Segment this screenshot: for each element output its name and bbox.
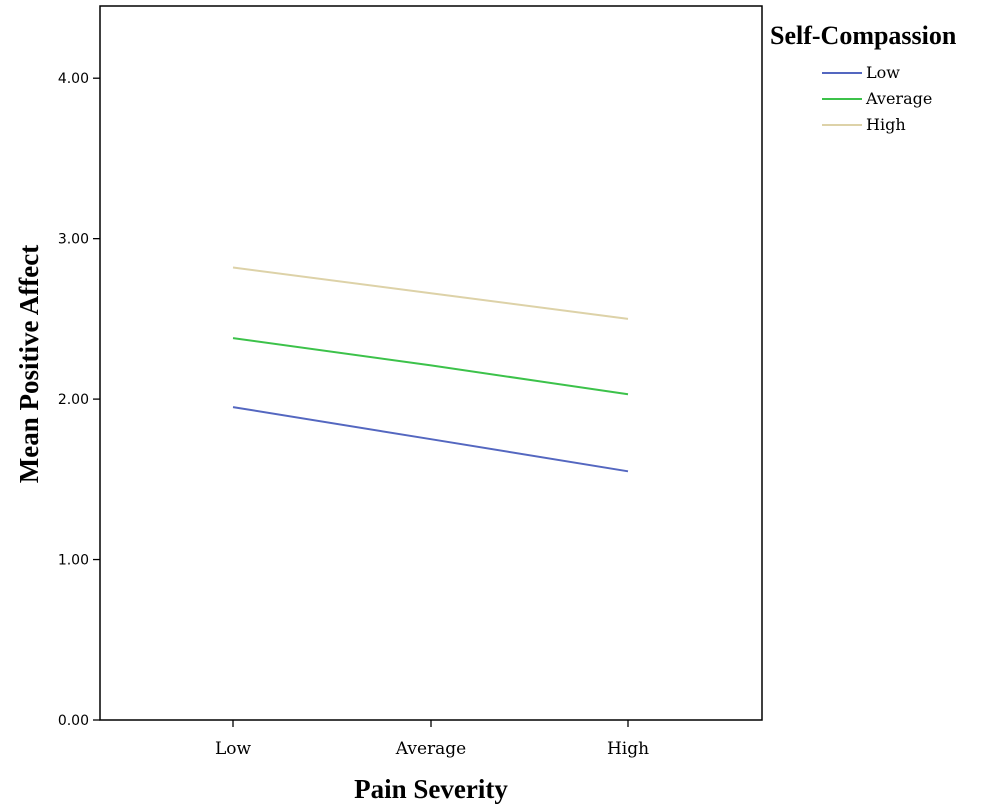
y-tick-label: 3.00	[58, 232, 89, 248]
legend-title: Self-Compassion	[770, 21, 957, 50]
legend-label-low: Low	[866, 63, 900, 82]
x-axis: Low Average High	[215, 720, 649, 759]
series-line-low	[232, 406, 629, 473]
plot-border	[99, 5, 763, 721]
x-tick-label: Low	[215, 739, 252, 759]
legend: Self-Compassion Low Average High	[770, 21, 957, 134]
y-axis-title: Mean Positive Affect	[14, 245, 44, 483]
series-line-average	[232, 337, 629, 396]
legend-label-average: Average	[865, 89, 932, 108]
x-tick-label: Average	[395, 739, 466, 759]
x-axis-title: Pain Severity	[354, 774, 508, 804]
y-tick-label: 2.00	[58, 392, 89, 408]
y-tick-label: 4.00	[58, 71, 89, 87]
y-tick-label: 0.00	[58, 713, 89, 729]
series-line-high	[232, 266, 629, 320]
y-tick-label: 1.00	[58, 553, 89, 569]
x-tick-label: High	[607, 739, 649, 759]
y-axis: 0.00 1.00 2.00 3.00 4.00	[58, 71, 100, 729]
legend-label-high: High	[866, 115, 906, 134]
series-layer	[232, 266, 629, 473]
plot-frame	[99, 5, 763, 721]
